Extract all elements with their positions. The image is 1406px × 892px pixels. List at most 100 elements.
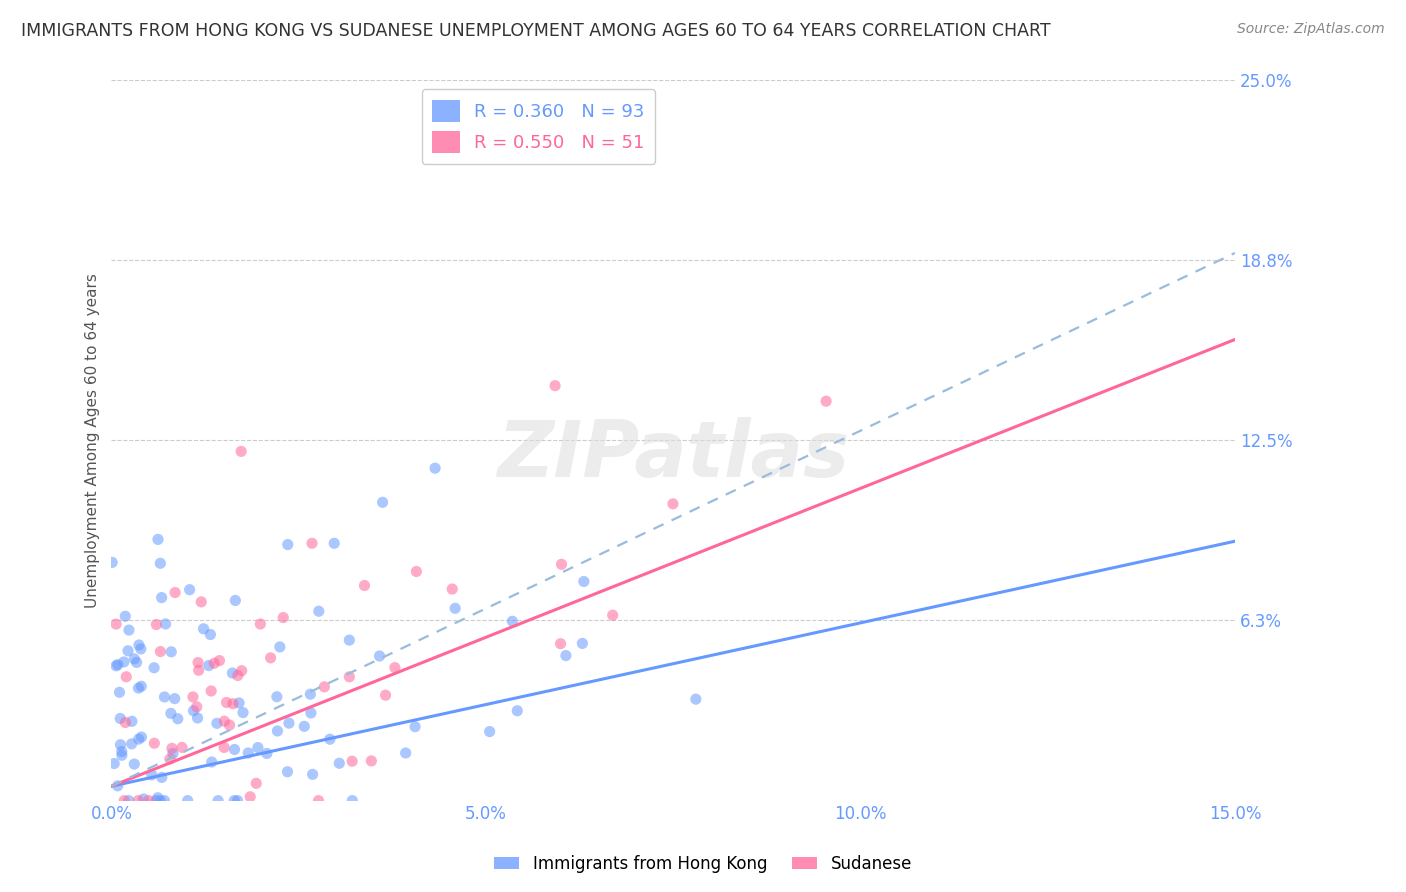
Point <box>127 794 149 808</box>
Point <box>374 688 396 702</box>
Point <box>128 638 150 652</box>
Point <box>232 706 254 720</box>
Point <box>222 697 245 711</box>
Point <box>214 714 236 729</box>
Point <box>160 741 183 756</box>
Point <box>323 536 346 550</box>
Point <box>337 633 360 648</box>
Point <box>212 740 235 755</box>
Point <box>105 617 128 632</box>
Point <box>685 692 707 706</box>
Point <box>423 461 446 475</box>
Point <box>187 711 209 725</box>
Point <box>110 711 132 725</box>
Point <box>245 776 267 790</box>
Point <box>165 585 187 599</box>
Text: ZIPatlas: ZIPatlas <box>498 417 849 492</box>
Point <box>368 648 391 663</box>
Point <box>221 666 243 681</box>
Point <box>107 779 129 793</box>
Point <box>277 538 299 552</box>
Point <box>299 687 322 701</box>
Point <box>441 582 464 596</box>
Point <box>571 636 593 650</box>
Point <box>166 712 188 726</box>
Point <box>145 617 167 632</box>
Point <box>602 608 624 623</box>
Point <box>269 640 291 654</box>
Point <box>146 533 169 547</box>
Point <box>226 668 249 682</box>
Point <box>238 746 260 760</box>
Legend: Immigrants from Hong Kong, Sudanese: Immigrants from Hong Kong, Sudanese <box>488 848 918 880</box>
Point <box>405 565 427 579</box>
Point <box>181 690 204 704</box>
Point <box>186 699 208 714</box>
Point <box>207 794 229 808</box>
Point <box>179 582 201 597</box>
Point <box>149 556 172 570</box>
Point <box>121 714 143 729</box>
Point <box>129 641 152 656</box>
Point <box>218 718 240 732</box>
Point <box>328 756 350 771</box>
Point <box>105 658 128 673</box>
Point <box>124 757 146 772</box>
Point <box>138 794 160 808</box>
Point <box>143 736 166 750</box>
Point <box>314 680 336 694</box>
Point <box>308 604 330 618</box>
Point <box>193 622 215 636</box>
Point <box>208 654 231 668</box>
Point <box>554 648 576 663</box>
Point <box>342 794 364 808</box>
Point <box>308 794 330 808</box>
Point <box>360 754 382 768</box>
Point <box>544 378 567 392</box>
Point <box>153 690 176 704</box>
Point <box>239 789 262 804</box>
Point <box>128 732 150 747</box>
Point <box>215 696 238 710</box>
Point <box>132 792 155 806</box>
Point <box>183 704 205 718</box>
Point <box>550 558 572 572</box>
Point <box>444 601 467 615</box>
Point <box>266 690 288 704</box>
Point <box>353 578 375 592</box>
Point <box>160 645 183 659</box>
Point <box>228 696 250 710</box>
Point <box>226 794 249 808</box>
Point <box>146 790 169 805</box>
Point <box>149 644 172 658</box>
Point <box>259 651 281 665</box>
Point <box>815 394 838 409</box>
Point <box>404 720 426 734</box>
Point <box>114 609 136 624</box>
Point <box>149 794 172 808</box>
Point <box>301 536 323 550</box>
Legend: R = 0.360   N = 93, R = 0.550   N = 51: R = 0.360 N = 93, R = 0.550 N = 51 <box>422 89 655 164</box>
Text: Source: ZipAtlas.com: Source: ZipAtlas.com <box>1237 22 1385 37</box>
Point <box>111 748 134 763</box>
Point <box>197 658 219 673</box>
Point <box>276 764 298 779</box>
Point <box>125 656 148 670</box>
Point <box>112 794 135 808</box>
Y-axis label: Unemployment Among Ages 60 to 64 years: Unemployment Among Ages 60 to 64 years <box>86 273 100 607</box>
Point <box>121 737 143 751</box>
Point <box>278 716 301 731</box>
Point <box>292 719 315 733</box>
Point <box>299 706 322 720</box>
Point <box>200 684 222 698</box>
Point <box>103 756 125 771</box>
Point <box>224 742 246 756</box>
Point <box>127 681 149 695</box>
Point <box>266 724 288 739</box>
Point <box>190 595 212 609</box>
Point <box>159 752 181 766</box>
Point <box>150 591 173 605</box>
Point <box>153 794 176 808</box>
Point <box>301 767 323 781</box>
Point <box>124 652 146 666</box>
